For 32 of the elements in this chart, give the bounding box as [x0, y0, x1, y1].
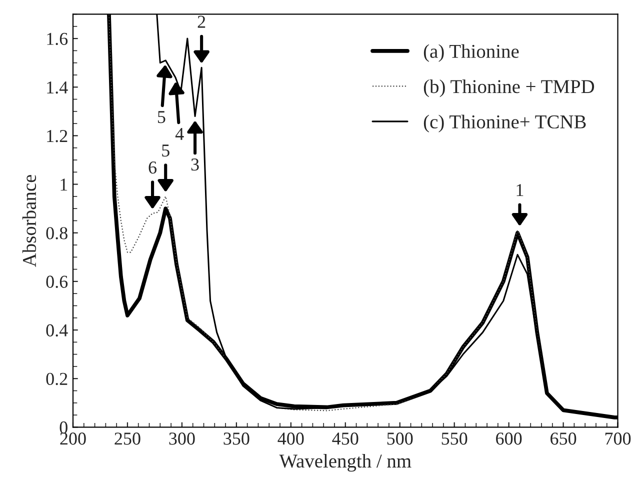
y-tick-label: 0.8 — [46, 227, 68, 240]
y-axis-title: Absorbance — [22, 174, 36, 267]
legend-label: (a) Thionine — [424, 44, 519, 62]
y-tick-label: 1 — [60, 178, 68, 191]
x-tick-label: 200 — [60, 432, 86, 445]
x-axis-title: Wavelength / nm — [279, 454, 412, 472]
legend-label: (b) Thionine + TMPD — [424, 80, 594, 98]
annotation: 2 — [198, 16, 206, 28]
x-tick-label: 600 — [496, 432, 522, 445]
annotation: 6 — [148, 162, 157, 174]
legend-label: (c) Thionine+ TCNB — [424, 114, 586, 132]
y-tick-label: 0.6 — [46, 276, 68, 288]
x-tick-label: 550 — [442, 432, 468, 445]
x-tick-label: 250 — [114, 432, 140, 445]
y-tick-label: 1.2 — [47, 130, 68, 142]
y-tick-label: 0.2 — [46, 372, 68, 386]
annotation: 5 — [158, 111, 166, 124]
y-tick-label: 0 — [60, 421, 68, 434]
x-tick-label: 650 — [550, 432, 576, 445]
y-tick-label: 1.6 — [47, 32, 68, 46]
x-tick-label: 500 — [387, 432, 413, 445]
x-tick-label: 350 — [224, 432, 250, 445]
y-tick-label: 1.4 — [47, 81, 68, 94]
annotation: 4 — [175, 128, 184, 140]
x-tick-label: 700 — [605, 432, 631, 445]
x-tick-label: 450 — [332, 432, 358, 445]
y-tick-label: 0.4 — [46, 324, 68, 337]
x-tick-label: 300 — [169, 432, 195, 445]
annotation: 3 — [191, 158, 199, 171]
annotation: 5 — [162, 144, 170, 157]
x-tick-label: 400 — [278, 432, 304, 445]
annotation: 1 — [516, 184, 524, 196]
